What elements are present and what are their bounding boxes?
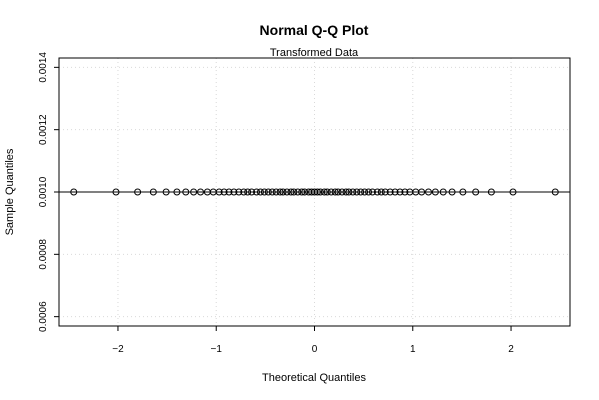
data-point bbox=[268, 188, 276, 196]
data-point bbox=[162, 188, 170, 196]
data-point bbox=[230, 188, 238, 196]
data-point bbox=[316, 188, 324, 196]
data-point bbox=[396, 188, 404, 196]
x-tick-label: −2 bbox=[112, 344, 124, 355]
data-point bbox=[323, 188, 331, 196]
data-point bbox=[248, 188, 256, 196]
data-point bbox=[190, 188, 198, 196]
data-point bbox=[551, 188, 559, 196]
y-tick-label: 0.0006 bbox=[38, 301, 49, 332]
data-point bbox=[472, 188, 480, 196]
y-tick-label: 0.0012 bbox=[38, 114, 49, 145]
x-tick-label: 0 bbox=[312, 344, 318, 355]
data-point bbox=[149, 188, 157, 196]
data-point bbox=[182, 188, 190, 196]
data-point bbox=[431, 188, 439, 196]
x-tick-label: 1 bbox=[410, 344, 416, 355]
data-point bbox=[373, 188, 381, 196]
data-point bbox=[353, 188, 361, 196]
data-point bbox=[487, 188, 495, 196]
data-point bbox=[345, 188, 353, 196]
data-point bbox=[260, 188, 268, 196]
x-tick-label: 2 bbox=[508, 344, 514, 355]
data-point bbox=[298, 188, 306, 196]
x-axis-ticks: −2 −1 0 1 2 bbox=[112, 326, 514, 355]
data-point bbox=[391, 188, 399, 196]
data-point bbox=[279, 188, 287, 196]
data-point bbox=[313, 188, 321, 196]
data-point bbox=[134, 188, 142, 196]
data-point bbox=[290, 188, 298, 196]
x-tick-label: −1 bbox=[211, 344, 223, 355]
data-point bbox=[365, 188, 373, 196]
data-point bbox=[334, 188, 342, 196]
data-point bbox=[112, 188, 120, 196]
data-point bbox=[294, 188, 302, 196]
data-point bbox=[320, 188, 328, 196]
data-point bbox=[225, 188, 233, 196]
data-point bbox=[244, 188, 252, 196]
data-point bbox=[331, 188, 339, 196]
data-point bbox=[272, 188, 280, 196]
plot-frame bbox=[58, 57, 571, 327]
data-point bbox=[276, 188, 284, 196]
data-point bbox=[401, 188, 409, 196]
data-point bbox=[459, 188, 467, 196]
y-tick-label: 0.0014 bbox=[38, 52, 49, 83]
data-point bbox=[377, 188, 385, 196]
data-point bbox=[287, 188, 295, 196]
data-point bbox=[197, 188, 205, 196]
data-point bbox=[256, 188, 264, 196]
data-point bbox=[235, 188, 243, 196]
data-point bbox=[283, 188, 291, 196]
data-point bbox=[342, 188, 350, 196]
data-point bbox=[215, 188, 223, 196]
y-axis-ticks: 0.0006 0.0008 0.0010 0.0012 0.0014 bbox=[38, 52, 59, 332]
chart-subtitle: Transformed Data bbox=[270, 47, 359, 59]
data-point bbox=[240, 188, 248, 196]
y-tick-label: 0.0010 bbox=[38, 176, 49, 207]
chart-title: Normal Q-Q Plot bbox=[260, 22, 369, 38]
data-point bbox=[253, 188, 261, 196]
data-point bbox=[386, 188, 394, 196]
data-point bbox=[327, 188, 335, 196]
data-point bbox=[381, 188, 389, 196]
data-point bbox=[349, 188, 357, 196]
data-point bbox=[173, 188, 181, 196]
data-point bbox=[301, 188, 309, 196]
data-point bbox=[418, 188, 426, 196]
x-axis-label: Theoretical Quantiles bbox=[262, 372, 366, 384]
grid-lines bbox=[59, 58, 570, 326]
data-point bbox=[264, 188, 272, 196]
data-points bbox=[70, 188, 559, 196]
data-point bbox=[509, 188, 517, 196]
data-point bbox=[361, 188, 369, 196]
data-point bbox=[448, 188, 456, 196]
data-point bbox=[424, 188, 432, 196]
data-point bbox=[368, 188, 376, 196]
y-axis-label: Sample Quantiles bbox=[4, 148, 16, 235]
data-point bbox=[357, 188, 365, 196]
data-point bbox=[338, 188, 346, 196]
data-point bbox=[439, 188, 447, 196]
y-tick-label: 0.0008 bbox=[38, 239, 49, 270]
data-point bbox=[220, 188, 228, 196]
data-point bbox=[70, 188, 78, 196]
